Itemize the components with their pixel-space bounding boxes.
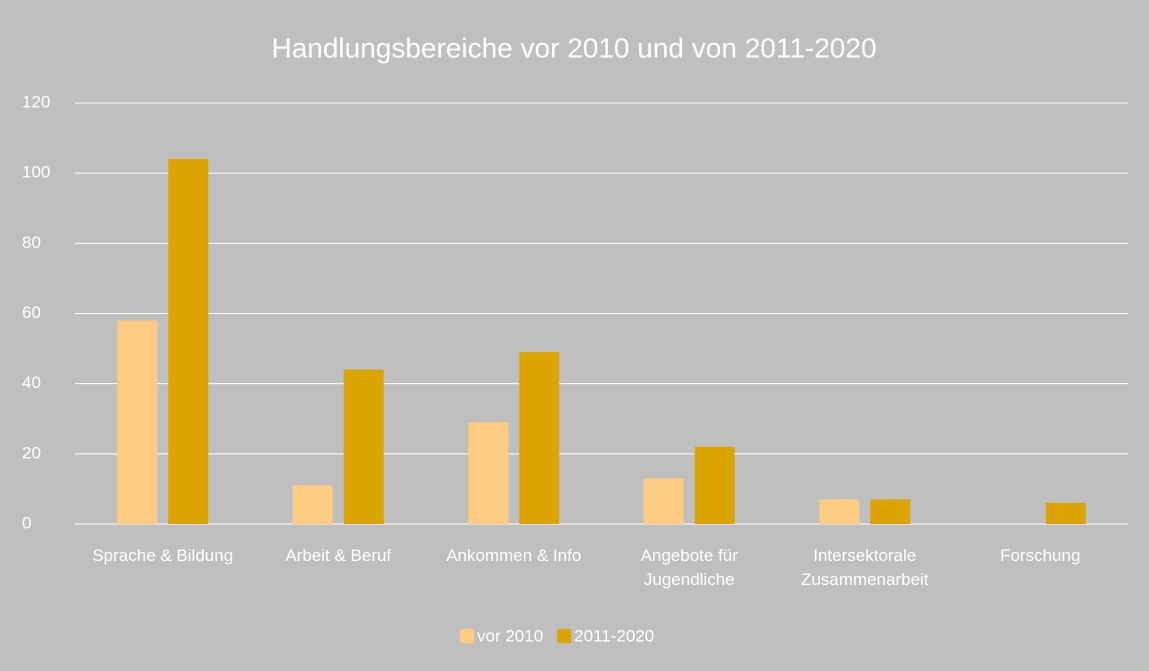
bar [1045, 502, 1086, 524]
bar [519, 352, 560, 524]
x-tick-label: Ankommen & Info [446, 546, 582, 565]
y-tick-label: 100 [22, 163, 50, 182]
y-tick-label: 60 [22, 303, 41, 322]
y-tick-label: 80 [22, 233, 41, 252]
bar [468, 422, 509, 524]
legend-swatch [460, 629, 474, 643]
bar [168, 159, 209, 524]
x-tick-label: Forschung [1000, 546, 1081, 565]
legend-swatch [557, 629, 572, 643]
chart-title: Handlungsbereiche vor 2010 und von 2011-… [271, 32, 876, 63]
bar [117, 320, 158, 524]
x-tick-label: Intersektorale Zusammenarbeit [800, 546, 929, 589]
x-tick-label: Arbeit & Beruf [285, 546, 392, 565]
legend-label: 2011-2020 [574, 626, 654, 645]
y-tick-label: 40 [22, 373, 41, 392]
x-tick-label: Sprache & Bildung [92, 546, 234, 565]
y-tick-label: 20 [22, 443, 41, 462]
y-tick-label: 0 [22, 513, 31, 532]
bar [819, 499, 860, 524]
bar [870, 499, 911, 524]
x-tick-label: Angebote für Jugendliche [640, 546, 738, 589]
bar [292, 485, 333, 524]
legend-label: vor 2010 [477, 626, 543, 645]
bar [643, 478, 684, 524]
bar [694, 446, 735, 524]
y-tick-label: 120 [22, 92, 50, 111]
bar [343, 369, 384, 524]
